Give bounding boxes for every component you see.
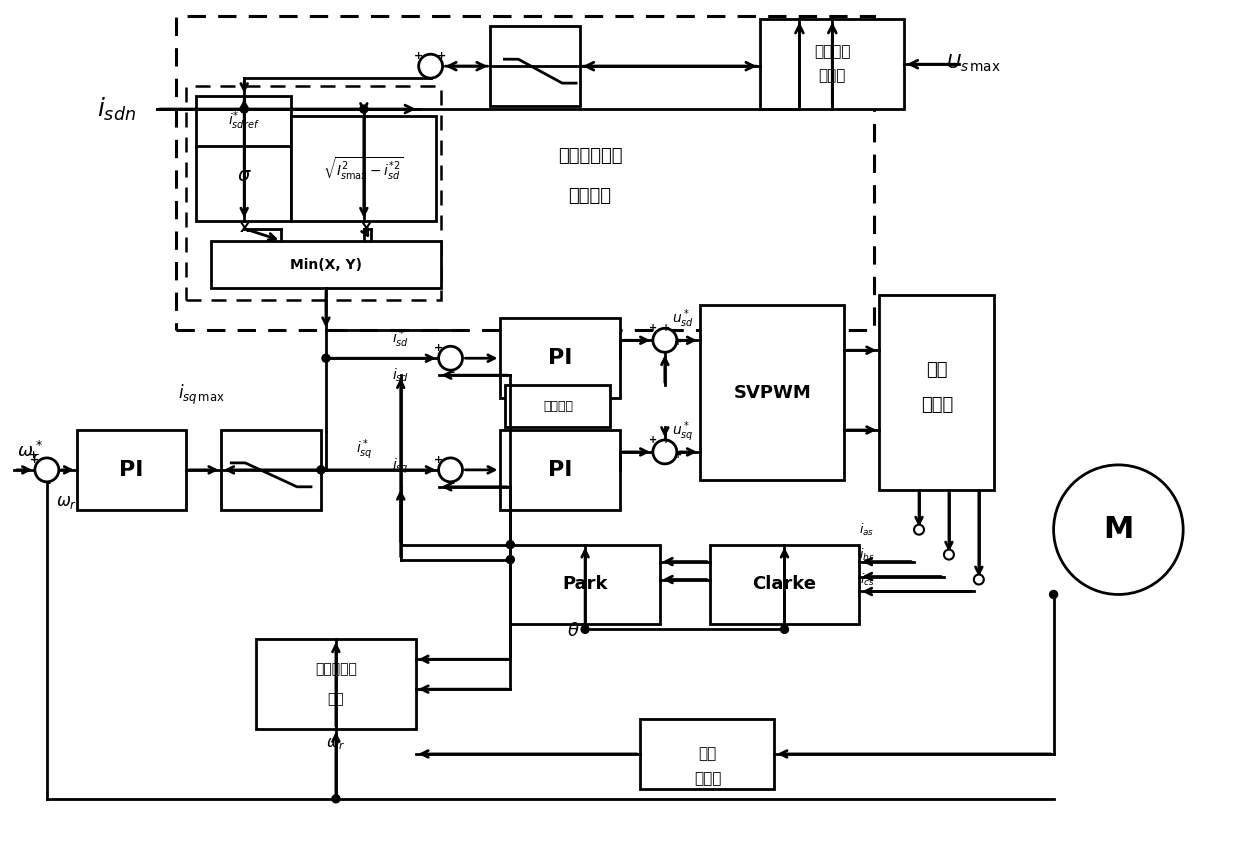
- Text: $u^*_{sd}$: $u^*_{sd}$: [672, 307, 694, 329]
- Text: +: +: [662, 435, 670, 445]
- Text: 光电: 光电: [698, 746, 717, 761]
- Text: $U_{s\,\mathrm{max}}$: $U_{s\,\mathrm{max}}$: [946, 52, 1001, 74]
- Text: X: X: [239, 222, 249, 235]
- Text: $i^{*}_{sdref}$: $i^{*}_{sdref}$: [228, 110, 260, 132]
- Bar: [640, 719, 775, 789]
- Text: 编码器: 编码器: [694, 771, 722, 786]
- Text: -: -: [46, 477, 51, 490]
- Circle shape: [439, 347, 463, 370]
- Text: $\sigma$: $\sigma$: [237, 166, 252, 185]
- Text: $i_{as}$: $i_{as}$: [859, 522, 874, 538]
- Circle shape: [1049, 591, 1058, 599]
- Circle shape: [506, 541, 515, 549]
- Circle shape: [653, 329, 677, 353]
- Text: $i_{sq}$: $i_{sq}$: [392, 457, 409, 476]
- Text: +: +: [434, 343, 443, 353]
- Text: PI: PI: [119, 460, 144, 480]
- Text: $i_{cs}$: $i_{cs}$: [859, 571, 874, 587]
- Text: -: -: [449, 477, 454, 490]
- Text: +: +: [662, 323, 670, 334]
- Text: $i_{bs}$: $i_{bs}$: [859, 547, 874, 562]
- Bar: [186, 86, 440, 300]
- Text: $\theta$: $\theta$: [567, 623, 579, 641]
- Text: +: +: [649, 435, 657, 445]
- Text: $i_{sq\,\mathrm{max}}$: $i_{sq\,\mathrm{max}}$: [177, 383, 224, 408]
- Text: 计算: 计算: [327, 692, 345, 706]
- Bar: [211, 241, 440, 288]
- Text: 电压闭环: 电压闭环: [815, 44, 851, 58]
- Text: $i^*_{sq}$: $i^*_{sq}$: [356, 438, 373, 462]
- Text: 电压闭环矢量: 电压闭环矢量: [558, 147, 622, 165]
- Bar: [501, 430, 620, 510]
- Bar: [709, 544, 859, 624]
- Bar: [879, 296, 993, 490]
- Text: 电压解耦: 电压解耦: [543, 400, 573, 413]
- Text: $\omega^*_r$: $\omega^*_r$: [17, 439, 43, 464]
- Text: SVPWM: SVPWM: [734, 384, 811, 402]
- Circle shape: [653, 440, 677, 464]
- Circle shape: [322, 354, 330, 362]
- Text: Park: Park: [563, 575, 608, 593]
- Text: +: +: [649, 323, 657, 334]
- Circle shape: [35, 458, 58, 482]
- Text: PI: PI: [548, 348, 573, 368]
- Bar: [506, 385, 610, 427]
- Text: 三相: 三相: [926, 361, 947, 379]
- Text: $\omega_r$: $\omega_r$: [326, 736, 346, 752]
- Text: +: +: [436, 52, 446, 61]
- Text: PI: PI: [548, 460, 573, 480]
- Text: $\omega_r$: $\omega_r$: [56, 493, 77, 511]
- Circle shape: [973, 574, 983, 585]
- Circle shape: [914, 525, 924, 535]
- Text: $u^*_{sq}$: $u^*_{sq}$: [672, 420, 693, 445]
- Text: Y: Y: [361, 222, 371, 235]
- Circle shape: [582, 625, 589, 633]
- Text: $\sqrt{I^2_{s\mathrm{max}}-i^{*2}_{sd}}$: $\sqrt{I^2_{s\mathrm{max}}-i^{*2}_{sd}}$: [324, 156, 404, 182]
- Circle shape: [419, 54, 443, 78]
- Text: 逆变器: 逆变器: [921, 396, 954, 414]
- Bar: [291, 116, 435, 221]
- Text: +: +: [434, 455, 443, 465]
- Circle shape: [506, 556, 515, 563]
- Text: M: M: [1104, 515, 1133, 544]
- Bar: [77, 430, 186, 510]
- Text: +: +: [30, 450, 38, 460]
- Text: +: +: [673, 337, 682, 347]
- Circle shape: [241, 105, 248, 113]
- Bar: [490, 27, 580, 106]
- Circle shape: [944, 550, 954, 560]
- Circle shape: [360, 105, 368, 113]
- Circle shape: [332, 795, 340, 802]
- Text: 控制器: 控制器: [818, 69, 846, 83]
- Bar: [760, 19, 904, 109]
- Text: $i_{sdn}$: $i_{sdn}$: [97, 95, 136, 123]
- Bar: [501, 318, 620, 398]
- Bar: [221, 430, 321, 510]
- Text: 磁场定向角: 磁场定向角: [315, 662, 357, 676]
- Bar: [196, 96, 291, 221]
- Text: +: +: [414, 52, 423, 61]
- Text: Clarke: Clarke: [753, 575, 816, 593]
- Bar: [176, 16, 874, 330]
- Circle shape: [780, 625, 789, 633]
- Text: Min(X, Y): Min(X, Y): [290, 257, 362, 272]
- Circle shape: [317, 466, 325, 474]
- Text: +: +: [673, 450, 682, 460]
- Circle shape: [1054, 465, 1183, 594]
- Text: $i^*_{sd}$: $i^*_{sd}$: [392, 327, 409, 350]
- Bar: [257, 639, 415, 729]
- Text: -: -: [449, 366, 454, 378]
- Text: +: +: [30, 455, 40, 465]
- Text: 解析模型: 解析模型: [569, 187, 611, 205]
- Circle shape: [439, 458, 463, 482]
- Text: $i_{sd}$: $i_{sd}$: [392, 366, 409, 384]
- Bar: [699, 305, 844, 480]
- Bar: [511, 544, 660, 624]
